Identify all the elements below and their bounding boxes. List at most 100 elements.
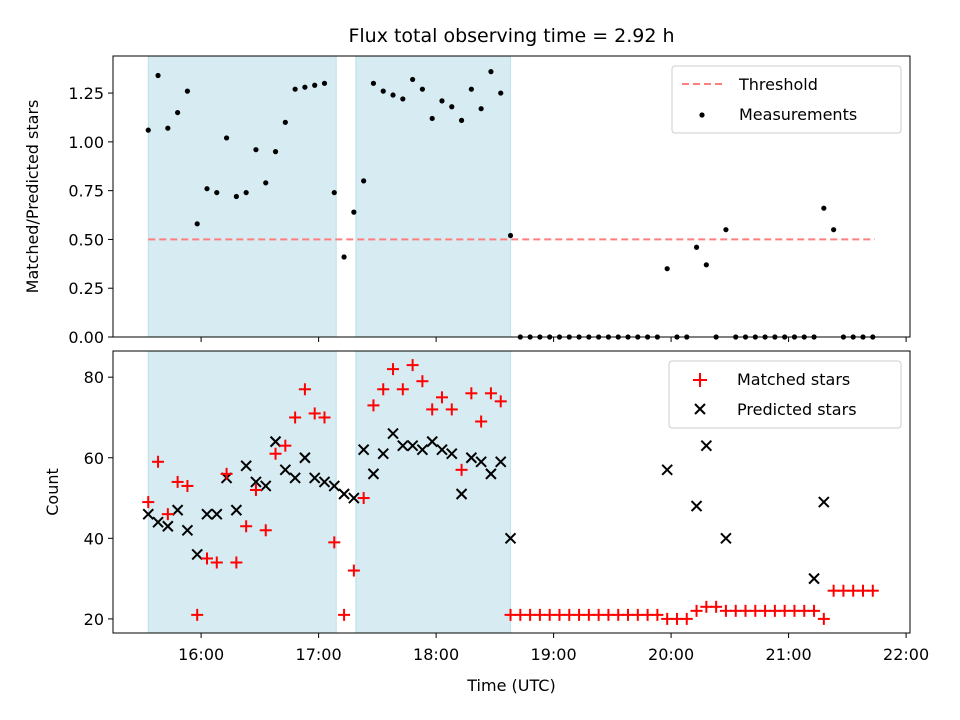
predicted-star-marker	[406, 439, 419, 452]
predicted-marker-stroke	[690, 500, 703, 512]
matched-star-marker	[328, 536, 341, 549]
predicted-marker-stroke	[308, 472, 321, 484]
count-x-tick-label: 21:00	[766, 645, 812, 664]
ratio-y-tick-label: 0.25	[68, 279, 104, 298]
count-x-tick-label: 20:00	[648, 645, 694, 664]
measurement-point	[361, 178, 367, 184]
predicted-marker-stroke	[720, 532, 732, 545]
measurement-point	[488, 69, 494, 75]
predicted-star-marker	[495, 456, 507, 468]
measurement-point	[831, 227, 837, 233]
observing-band	[355, 55, 512, 338]
legend-measurement-label: Measurements	[739, 105, 857, 124]
predicted-marker-stroke	[338, 488, 350, 500]
legend-matched-label: Matched stars	[737, 370, 850, 389]
measurement-point	[507, 232, 514, 239]
count-y-tick-label: 40	[84, 529, 104, 548]
count-y-tick-label: 20	[84, 610, 104, 629]
predicted-star-marker	[377, 448, 389, 460]
matched-star-marker	[181, 479, 194, 492]
predicted-star-marker	[328, 480, 340, 492]
measurement-point	[429, 115, 435, 122]
count-x-tick-label: 18:00	[413, 645, 459, 664]
matched-star-marker	[435, 391, 448, 404]
measurement-point	[380, 88, 386, 94]
legend-predicted-swatch	[694, 403, 706, 415]
measurement-point	[341, 254, 347, 260]
observing-band	[147, 55, 337, 338]
predicted-star-marker	[455, 488, 468, 500]
predicted-star-marker	[201, 508, 213, 520]
ratio-y-axis-label: Matched/Predicted stars	[23, 100, 42, 294]
predicted-marker-stroke	[387, 427, 399, 440]
measurement-point	[723, 227, 729, 233]
count-y-tick-label: 80	[84, 368, 104, 387]
predicted-star-marker	[152, 516, 164, 528]
predicted-star-marker	[250, 476, 262, 488]
predicted-star-marker	[171, 504, 184, 516]
measurement-point	[155, 72, 161, 79]
predicted-star-marker	[211, 508, 223, 520]
matched-star-marker	[220, 467, 233, 480]
measurement-point	[351, 209, 357, 215]
matched-star-marker	[690, 604, 703, 617]
matched-star-marker	[484, 387, 497, 400]
predicted-marker-stroke	[191, 548, 203, 561]
predicted-star-marker	[661, 464, 673, 476]
predicted-marker-stroke	[357, 443, 370, 456]
measurement-point	[214, 189, 220, 196]
predicted-star-marker	[289, 472, 301, 484]
count-x-ticks: 16:00 17:00 18:00 19:00 20:00 21:00 22:00	[178, 633, 929, 664]
measurement-point	[703, 262, 709, 268]
matched-star-marker	[445, 403, 458, 416]
predicted-star-marker	[485, 468, 497, 480]
predicted-marker-stroke	[181, 524, 194, 536]
matched-star-marker	[710, 600, 723, 613]
measurement-point	[331, 189, 337, 196]
matched-star-marker	[416, 375, 429, 388]
measurement-point	[145, 127, 151, 133]
predicted-marker-stroke	[171, 504, 184, 516]
predicted-marker-stroke	[465, 452, 478, 464]
predicted-star-marker	[436, 443, 448, 456]
predicted-star-marker	[504, 532, 517, 545]
predicted-marker-stroke	[377, 448, 389, 460]
predicted-star-marker	[720, 532, 732, 545]
predicted-star-marker	[230, 504, 243, 516]
measurement-point	[223, 135, 230, 141]
count-y-axis-label: Count	[43, 468, 62, 516]
ratio-y-tick-label: 1.25	[68, 84, 104, 103]
measurement-point	[458, 117, 465, 123]
measurement-point	[243, 189, 249, 196]
measurement-point	[498, 90, 504, 96]
predicted-star-marker	[416, 443, 429, 456]
legend-predicted-label: Predicted stars	[737, 400, 857, 419]
predicted-star-marker	[397, 439, 409, 452]
predicted-marker-stroke	[495, 456, 507, 468]
matched-star-marker	[142, 496, 155, 509]
predicted-star-marker	[308, 472, 321, 484]
legend-threshold-label: Threshold	[738, 75, 818, 94]
matched-star-marker	[249, 483, 262, 496]
predicted-marker-stroke	[318, 476, 331, 488]
matched-star-marker	[357, 492, 370, 505]
matched-star-marker	[308, 407, 321, 420]
measurement-point	[175, 109, 181, 116]
legend-measurement-swatch	[699, 112, 705, 118]
predicted-marker-stroke	[250, 476, 262, 488]
predicted-star-marker	[318, 476, 331, 488]
predicted-star-marker	[299, 452, 311, 464]
count-axes-frame	[112, 350, 911, 634]
predicted-star-marker	[142, 508, 154, 520]
matched-star-marker	[240, 520, 253, 533]
predicted-star-marker	[191, 548, 203, 561]
predicted-marker-stroke	[455, 488, 468, 500]
count-x-tick-label: 16:00	[178, 645, 224, 664]
predicted-star-marker	[690, 500, 703, 512]
predicted-star-marker	[808, 572, 820, 585]
ratio-y-ticks: 0.00 0.25 0.50 0.75 1.00 1.25	[68, 84, 113, 347]
matched-star-marker	[230, 556, 243, 569]
predicted-star-marker	[181, 524, 194, 536]
ratio-y-tick-label: 0.75	[68, 182, 104, 201]
predicted-star-marker	[240, 460, 252, 472]
